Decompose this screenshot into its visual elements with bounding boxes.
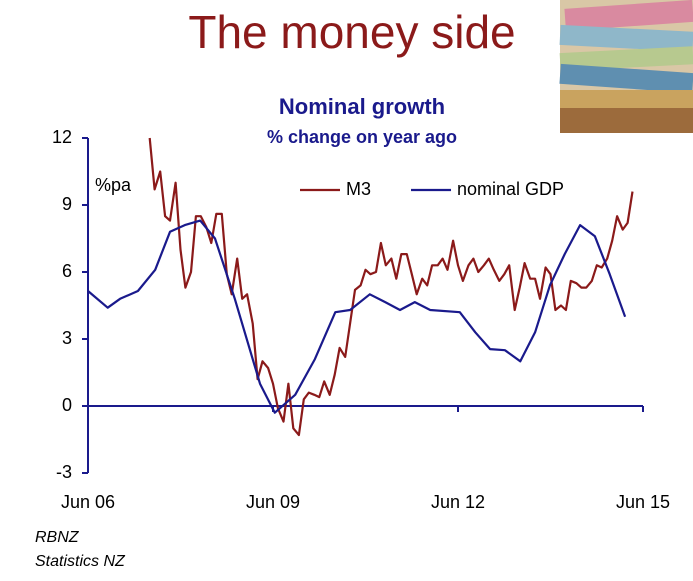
slide-title: The money side xyxy=(188,6,515,58)
source: RBNZ xyxy=(35,529,80,546)
source: Statistics NZ xyxy=(35,553,126,570)
y-tick-label: 9 xyxy=(62,194,72,214)
y-tick-label: 3 xyxy=(62,328,72,348)
chart-subtitle: % change on year ago xyxy=(267,127,457,147)
y-axis-label: %pa xyxy=(95,175,132,195)
y-tick-label: 12 xyxy=(52,127,72,147)
x-tick-label: Jun 15 xyxy=(616,492,670,512)
legend-label: M3 xyxy=(346,179,371,199)
x-tick-label: Jun 06 xyxy=(61,492,115,512)
legend-label: nominal GDP xyxy=(457,179,564,199)
y-tick-label: -3 xyxy=(56,462,72,482)
banknotes-image xyxy=(559,0,693,133)
x-tick-label: Jun 09 xyxy=(246,492,300,512)
y-tick-label: 0 xyxy=(62,395,72,415)
chart-title: Nominal growth xyxy=(279,94,445,119)
x-tick-label: Jun 12 xyxy=(431,492,485,512)
y-tick-label: 6 xyxy=(62,261,72,281)
series-line xyxy=(88,219,627,414)
plot-area xyxy=(88,137,634,437)
